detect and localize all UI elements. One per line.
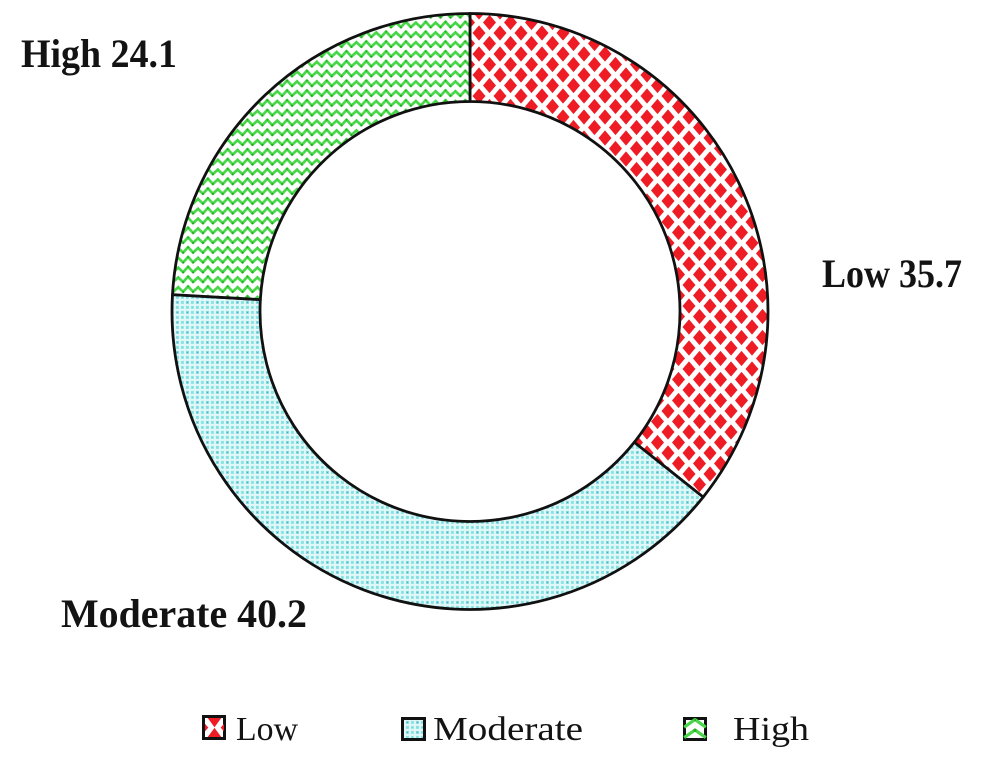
svg-text:Low 35.7: Low 35.7 <box>822 251 962 296</box>
svg-text:Moderate: Moderate <box>433 711 583 748</box>
svg-text:Low: Low <box>236 711 298 748</box>
svg-text:Moderate 40.2: Moderate 40.2 <box>61 591 307 636</box>
svg-text:High 24.1: High 24.1 <box>21 31 177 76</box>
svg-text:High: High <box>733 711 809 748</box>
